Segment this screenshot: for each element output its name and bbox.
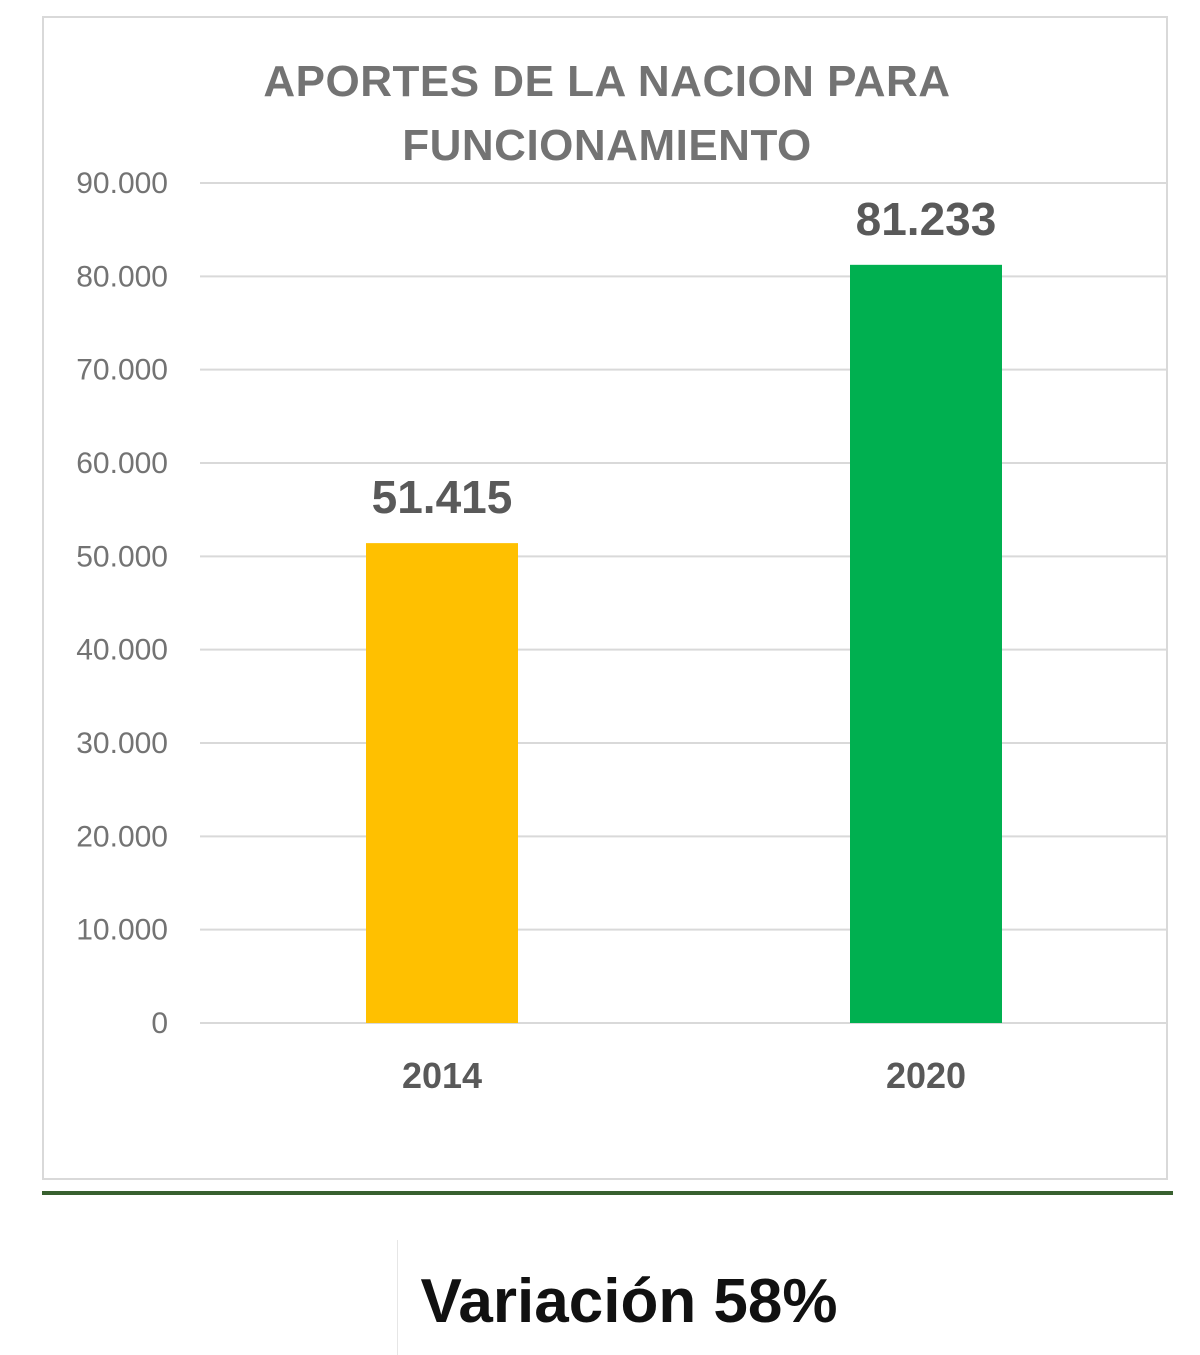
chart-title: APORTES DE LA NACION PARA FUNCIONAMIENTO <box>42 50 1172 178</box>
y-tick-label: 40.000 <box>76 634 168 667</box>
vertical-rule <box>397 1240 398 1355</box>
divider-line <box>42 1191 1173 1195</box>
variation-text: Variación 58% <box>420 1267 838 1336</box>
y-tick-label: 0 <box>151 1007 168 1040</box>
y-tick-label: 70.000 <box>76 354 168 387</box>
y-tick-label: 20.000 <box>76 820 168 853</box>
chart-title-line-1: APORTES DE LA NACION PARA <box>263 57 951 106</box>
x-tick-label-2014: 2014 <box>402 1055 482 1096</box>
bar-2014 <box>366 543 518 1023</box>
data-labels: 51.415 81.233 <box>372 193 997 523</box>
gridlines <box>200 182 1168 1024</box>
bar-2020 <box>850 264 1002 1024</box>
x-axis-category-labels: 2014 2020 <box>402 1055 966 1096</box>
data-label-2020: 81.233 <box>856 193 997 245</box>
y-tick-label: 30.000 <box>76 727 168 760</box>
y-tick-label: 90.000 <box>76 167 168 200</box>
y-tick-label: 60.000 <box>76 447 168 480</box>
bars <box>366 264 1002 1024</box>
chart-title-line-2: FUNCIONAMIENTO <box>402 121 812 170</box>
y-tick-label: 50.000 <box>76 540 168 573</box>
y-axis-tick-labels: 0 10.000 20.000 30.000 40.000 50.000 60.000 70.… <box>76 167 168 1040</box>
bar-chart: 0 10.000 20.000 30.000 40.000 50.000 60.000 70.… <box>76 167 1168 1096</box>
y-tick-label: 80.000 <box>76 260 168 293</box>
x-tick-label-2020: 2020 <box>886 1055 966 1096</box>
data-label-2014: 51.415 <box>372 471 513 523</box>
y-tick-label: 10.000 <box>76 914 168 947</box>
